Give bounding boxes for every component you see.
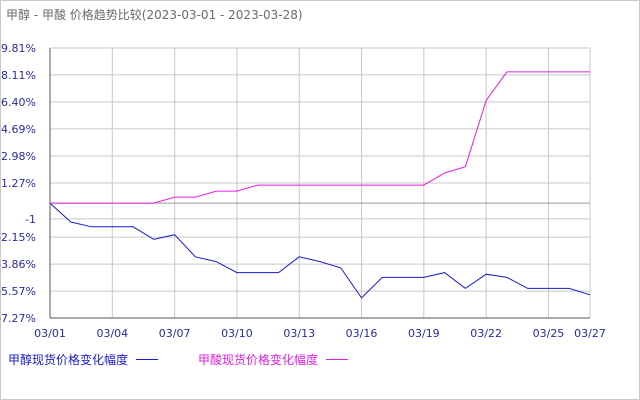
x-tick-label: 03/13 (283, 327, 315, 340)
legend-label-methanol: 甲醇现货价格变化幅度 (8, 352, 129, 367)
y-tick-label: -1 (25, 213, 36, 226)
y-tick-label: -7.27% (0, 312, 36, 325)
y-tick-label: -5.57% (0, 285, 36, 298)
x-tick-label: 03/27 (574, 327, 606, 340)
x-tick-label: 03/22 (470, 327, 502, 340)
chart-title: 甲醇 - 甲酸 价格趋势比较(2023-03-01 - 2023-03-28) (6, 6, 303, 23)
y-tick-label: 8.11% (1, 69, 36, 82)
x-tick-label: 03/01 (34, 327, 66, 340)
x-tick-label: 03/07 (159, 327, 191, 340)
chart-title-date-range: (2023-03-01 - 2023-03-28) (141, 8, 303, 22)
chart-title-main: 甲醇 - 甲酸 价格趋势比较 (6, 8, 142, 22)
legend-item-methanol: 甲醇现货价格变化幅度 (8, 350, 159, 368)
x-tick-label: 03/04 (96, 327, 128, 340)
legend-item-formic: 甲酸现货价格变化幅度 (198, 350, 349, 368)
series-line-formic (50, 71, 590, 204)
series-line-methanol (49, 202, 591, 299)
y-tick-label: -2.15% (0, 231, 36, 244)
legend-swatch-methanol (136, 358, 159, 360)
y-tick-label: 6.40% (1, 96, 36, 109)
legend-swatch-formic (326, 358, 349, 360)
y-tick-label: 4.69% (1, 123, 36, 136)
y-tick-label: 9.81% (1, 42, 36, 55)
legend-label-formic: 甲酸现货价格变化幅度 (198, 352, 319, 367)
x-tick-label: 03/25 (533, 327, 565, 340)
x-tick-label: 03/19 (408, 327, 440, 340)
y-tick-label: 2.98% (1, 150, 36, 163)
x-tick-label: 03/10 (221, 327, 253, 340)
y-tick-label: 1.27% (1, 177, 36, 190)
x-tick-label: 03/16 (346, 327, 378, 340)
y-tick-label: -3.86% (0, 258, 36, 271)
